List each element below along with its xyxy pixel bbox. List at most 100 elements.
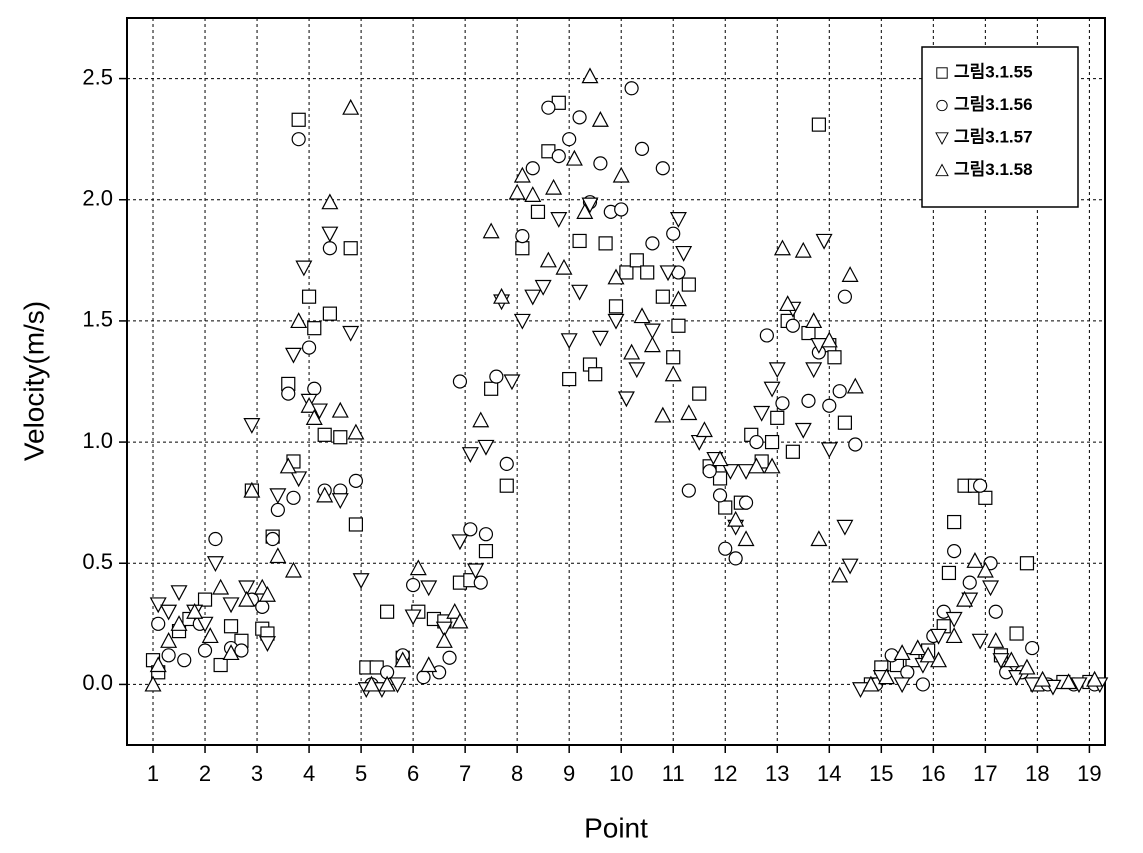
point: [810, 530, 828, 547]
point: [712, 488, 728, 503]
point: [565, 149, 583, 166]
point: [614, 202, 629, 217]
x-axis-title: Point: [584, 812, 648, 843]
point: [737, 530, 755, 547]
point: [212, 578, 230, 595]
point: [206, 556, 224, 573]
point: [919, 646, 937, 663]
point: [805, 312, 823, 329]
point: [576, 203, 594, 219]
point: [841, 558, 859, 575]
point: [598, 236, 613, 251]
x-tick-label: 13: [765, 761, 789, 786]
point: [550, 212, 568, 228]
point: [763, 381, 781, 398]
point: [681, 483, 696, 498]
point: [607, 313, 625, 330]
point: [301, 289, 317, 304]
point: [477, 439, 495, 456]
point: [728, 551, 743, 566]
point: [420, 580, 438, 597]
point: [837, 289, 852, 304]
point: [1002, 651, 1020, 668]
point: [515, 241, 530, 256]
point: [223, 619, 239, 634]
point: [837, 415, 852, 430]
point: [291, 132, 306, 147]
point: [208, 531, 223, 547]
x-tick-label: 8: [511, 761, 523, 786]
y-tick-label: 0.5: [82, 549, 113, 574]
point: [822, 398, 837, 413]
y-tick-label: 1.0: [82, 428, 113, 453]
point: [270, 502, 285, 518]
point: [801, 325, 816, 341]
point: [655, 161, 670, 176]
point: [279, 457, 297, 474]
point: [524, 289, 542, 306]
point: [545, 178, 563, 195]
point: [149, 656, 167, 673]
legend-label: 그림3.1.56: [954, 95, 1033, 114]
point: [201, 627, 219, 644]
point: [380, 604, 395, 619]
point: [321, 193, 339, 210]
point: [300, 396, 318, 413]
point: [945, 627, 963, 644]
point: [472, 411, 490, 428]
point: [243, 418, 261, 434]
point: [669, 212, 687, 228]
point: [478, 527, 494, 542]
point: [406, 577, 421, 593]
x-tick-label: 17: [973, 761, 997, 786]
point: [515, 229, 530, 244]
point: [581, 67, 599, 84]
y-axis-title: Velocity(m/s): [18, 301, 49, 461]
point: [841, 266, 859, 282]
point: [820, 442, 838, 459]
point: [316, 486, 334, 503]
point: [333, 430, 348, 445]
point: [623, 343, 641, 360]
point: [160, 604, 178, 621]
point: [982, 580, 1000, 597]
point: [666, 350, 681, 365]
point: [655, 289, 670, 304]
point: [524, 186, 542, 203]
plot-frame: [126, 17, 1106, 746]
point: [1034, 670, 1052, 687]
point: [805, 362, 823, 379]
point: [593, 156, 608, 171]
point: [394, 651, 412, 668]
point: [409, 559, 427, 576]
x-tick-label: 15: [869, 761, 893, 786]
point: [467, 563, 485, 580]
point: [634, 141, 650, 156]
point: [322, 306, 337, 321]
point: [945, 611, 963, 628]
point: [681, 277, 696, 292]
x-tick-label: 11: [662, 761, 685, 786]
point: [348, 517, 363, 532]
point: [343, 241, 358, 256]
point: [348, 473, 363, 488]
point: [473, 575, 488, 590]
point: [234, 643, 249, 658]
point: [629, 253, 644, 268]
point: [988, 604, 1003, 619]
point: [607, 268, 625, 285]
point: [197, 643, 213, 658]
legend-label: 그림3.1.57: [954, 127, 1033, 146]
point: [671, 318, 686, 333]
point: [1019, 556, 1035, 571]
point: [973, 478, 988, 493]
point: [712, 471, 728, 486]
point: [702, 464, 717, 479]
point: [177, 653, 192, 668]
point: [432, 665, 447, 680]
point: [416, 670, 431, 685]
x-tick-label: 4: [303, 761, 315, 786]
point: [482, 222, 500, 239]
point: [666, 226, 681, 241]
